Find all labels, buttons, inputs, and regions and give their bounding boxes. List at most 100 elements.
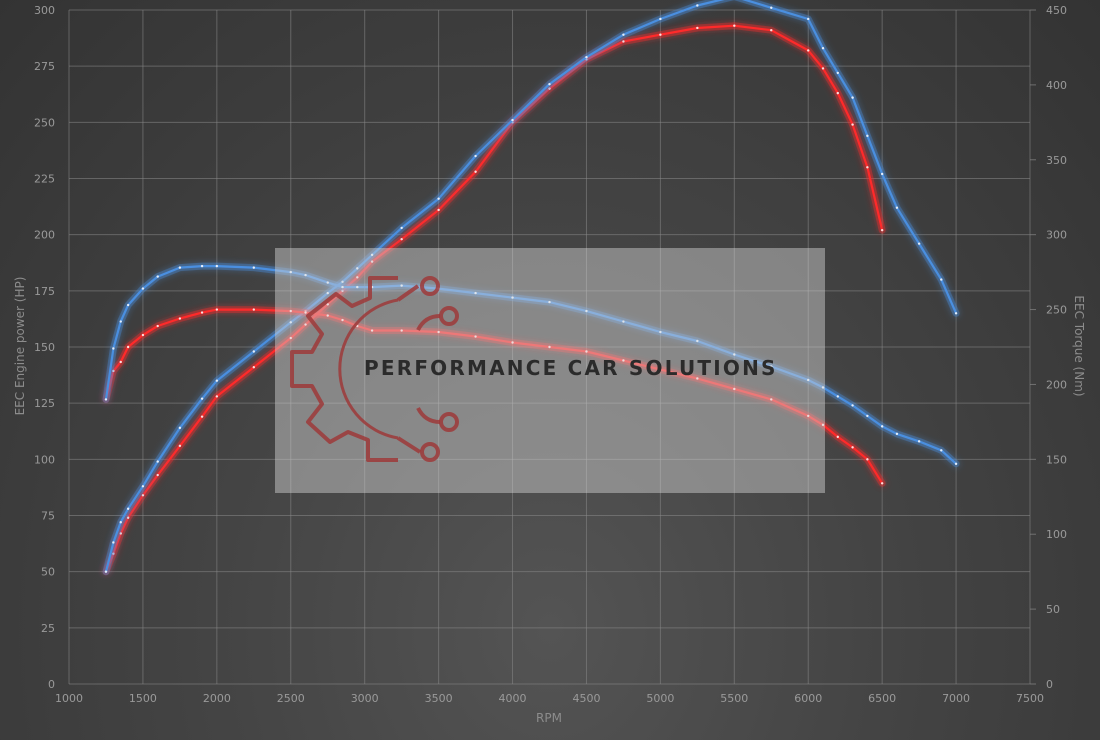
data-point — [895, 206, 899, 209]
data-point — [866, 414, 869, 418]
data-point — [112, 541, 115, 544]
right-tick-label: 150 — [1046, 453, 1067, 466]
series-lines — [102, 0, 960, 576]
series-4 — [102, 262, 960, 468]
left-tick-label: 150 — [34, 341, 55, 354]
data-point — [252, 308, 256, 311]
data-point — [141, 494, 145, 497]
data-point — [156, 460, 159, 463]
right-axis-ticks: 0 50 100 150 200 250 300 350 400 450 — [1030, 4, 1067, 691]
data-point — [252, 366, 256, 369]
left-tick-label: 300 — [34, 4, 55, 17]
data-point — [104, 570, 108, 573]
data-point — [622, 359, 625, 362]
data-point — [289, 321, 292, 324]
data-point — [326, 303, 329, 306]
grid — [68, 9, 1031, 685]
data-point — [126, 507, 130, 510]
left-tick-label: 125 — [34, 397, 55, 410]
data-point — [954, 462, 958, 466]
left-tick-label: 250 — [34, 116, 55, 129]
data-point — [895, 432, 899, 436]
data-point — [474, 291, 477, 295]
x-tick-label: 1000 — [55, 692, 83, 705]
left-tick-label: 200 — [34, 229, 55, 242]
left-tick-label: 175 — [34, 285, 55, 298]
data-point — [126, 303, 130, 307]
data-point — [304, 273, 307, 277]
data-point — [141, 287, 145, 290]
data-point — [851, 123, 854, 126]
x-axis-ticks: 1000 1500 2000 2500 3000 3500 4000 4500 5000 5500… — [55, 692, 1044, 705]
data-point — [141, 333, 145, 337]
data-point — [954, 312, 958, 315]
data-point — [511, 118, 514, 122]
data-point — [119, 521, 122, 524]
data-point — [733, 24, 736, 27]
data-point — [511, 296, 514, 299]
data-point — [400, 237, 403, 241]
x-tick-label: 7000 — [942, 692, 970, 705]
watermark-text: PERFORMANCE CAR SOLUTIONS — [364, 356, 778, 380]
data-point — [548, 300, 551, 304]
data-point — [326, 281, 329, 284]
x-tick-label: 6500 — [868, 692, 896, 705]
data-point — [200, 311, 204, 314]
data-point — [659, 17, 662, 21]
data-point — [200, 264, 204, 268]
x-tick-label: 4000 — [499, 692, 527, 705]
data-point — [821, 386, 825, 389]
data-point — [866, 458, 869, 461]
data-point — [289, 309, 292, 313]
data-point — [696, 4, 699, 7]
data-point — [215, 308, 219, 311]
data-point — [733, 353, 736, 356]
data-point — [304, 311, 307, 314]
series-3 — [102, 306, 886, 487]
x-tick-label: 2000 — [203, 692, 231, 705]
left-tick-label: 275 — [34, 60, 55, 73]
data-point — [659, 368, 662, 371]
left-axis-ticks: 0 25 50 75 100 125 150 175 200 225 250 275 300 — [34, 4, 55, 691]
data-point — [770, 365, 773, 368]
data-point — [917, 242, 921, 245]
data-point — [880, 425, 884, 428]
data-point — [326, 291, 329, 295]
data-point — [659, 330, 662, 334]
data-point — [215, 379, 219, 382]
x-tick-label: 7500 — [1016, 692, 1044, 705]
data-point — [836, 71, 839, 75]
watermark: PERFORMANCE CAR SOLUTIONS — [275, 248, 825, 493]
data-point — [940, 449, 943, 452]
data-point — [215, 264, 219, 268]
data-point — [851, 96, 854, 99]
data-point — [821, 46, 825, 50]
data-point — [112, 347, 115, 350]
data-point — [341, 280, 344, 284]
data-point — [178, 444, 182, 448]
data-point — [356, 276, 359, 279]
data-point — [821, 423, 825, 427]
left-tick-label: 25 — [41, 622, 55, 635]
data-point — [156, 324, 159, 328]
data-point — [940, 278, 943, 281]
data-point — [178, 266, 182, 269]
data-point — [119, 320, 122, 323]
data-point — [141, 485, 145, 488]
data-point — [178, 426, 182, 430]
data-point — [807, 49, 810, 52]
data-point — [289, 270, 292, 274]
data-point — [326, 314, 329, 317]
data-point — [156, 275, 159, 278]
data-point — [585, 55, 588, 59]
data-point — [880, 482, 884, 485]
data-point — [400, 284, 403, 287]
data-point — [304, 323, 307, 326]
data-point — [622, 33, 625, 36]
data-point — [200, 397, 204, 400]
right-tick-label: 350 — [1046, 154, 1067, 167]
x-tick-label: 5000 — [646, 692, 674, 705]
data-point — [836, 91, 839, 95]
data-point — [437, 208, 440, 212]
data-point — [696, 26, 699, 30]
